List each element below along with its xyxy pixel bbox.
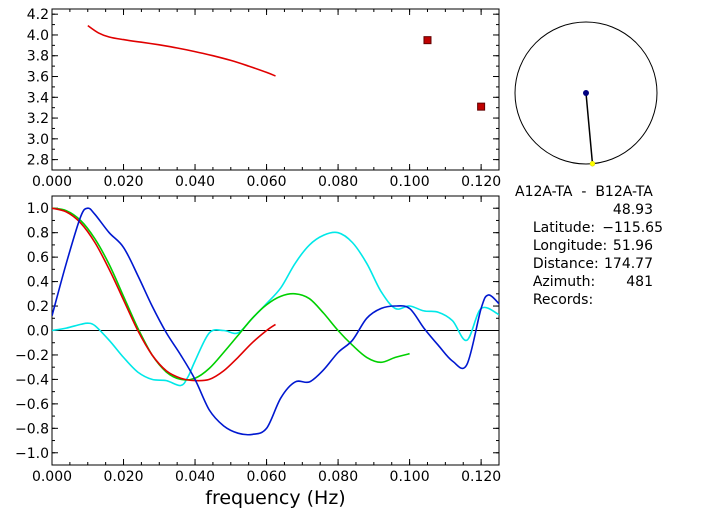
- x-tick-label: 0.020: [103, 469, 143, 485]
- azimuth-row: Azimuth: 174.77: [515, 255, 695, 290]
- x-tick-label: 0.100: [390, 174, 430, 190]
- azimuth-edge-marker: [589, 160, 596, 167]
- longitude-label: Longitude:: [532, 238, 608, 254]
- dispersion-curve-series-line: [87, 24, 276, 77]
- distance-label: Distance:: [532, 256, 599, 272]
- x-tick-label: 0.120: [461, 469, 501, 485]
- y-tick-label: 1.0: [27, 201, 49, 217]
- x-tick-label: 0.080: [318, 174, 358, 190]
- x-tick-label: 0.080: [318, 469, 358, 485]
- y-tick-label: 3.6: [27, 70, 49, 86]
- x-tick-label: 0.040: [175, 174, 215, 190]
- distance-value: 51.96: [612, 238, 653, 254]
- station-pair-title: A12A-TA - B12A-TA: [515, 184, 653, 200]
- y-tick-label: 0.4: [27, 275, 49, 291]
- y-tick-label: 3.4: [27, 90, 49, 106]
- y-tick-label: −0.6: [15, 397, 49, 413]
- y-tick-label: −0.8: [15, 421, 49, 437]
- y-tick-label: 0.6: [27, 250, 49, 266]
- bottom-panel: 0.000 0.020 0.040 0.060 0.080 0.100 0.120 −1.0 −…: [15, 195, 501, 509]
- top-panel-frame: [51, 8, 500, 171]
- x-tick-label: 0.120: [461, 174, 501, 190]
- x-tick-label: 0.060: [247, 174, 287, 190]
- station-info-panel: A12A-TA - B12A-TA Latitude: 48.93 Longit…: [515, 183, 695, 308]
- y-tick-label: 3.0: [27, 132, 49, 148]
- records-value: 481: [626, 274, 653, 290]
- azimuth-map: [514, 21, 658, 167]
- x-tick-label: 0.060: [247, 469, 287, 485]
- y-tick-label: 0.0: [27, 324, 49, 340]
- azimuth-line: [585, 92, 594, 164]
- y-tick-label: 4.0: [27, 28, 49, 44]
- blue-series-line: [52, 207, 499, 436]
- y-tick-label: −0.2: [15, 348, 49, 364]
- longitude-value: −115.65: [602, 220, 663, 236]
- azimuth-circle: [514, 21, 658, 165]
- top-panel: 0.000 0.020 0.040 0.060 0.080 0.100 0.120 2.8 3.…: [27, 7, 501, 190]
- latitude-value: 48.93: [612, 202, 653, 218]
- y-tick-label: −1.0: [15, 446, 49, 462]
- records-row: Records: 481: [515, 273, 695, 308]
- latitude-label: Latitude:: [532, 220, 596, 236]
- azimuth-value: 174.77: [604, 256, 653, 272]
- station-center-marker: [583, 90, 589, 96]
- x-tick-label: 0.100: [390, 469, 430, 485]
- x-tick-label: 0.040: [175, 469, 215, 485]
- x-tick-label: 0.000: [32, 469, 72, 485]
- x-tick-label: 0.020: [103, 174, 143, 190]
- red-series-line: [52, 207, 276, 382]
- longitude-row: Longitude: −115.65: [515, 219, 695, 254]
- records-label: Records:: [532, 292, 594, 308]
- y-tick-label: 3.8: [27, 49, 49, 65]
- x-axis-title: frequency (Hz): [205, 487, 345, 509]
- y-tick-label: 2.8: [27, 153, 49, 169]
- marked-points-marker: [477, 102, 486, 111]
- marked-points-marker: [423, 36, 432, 45]
- green-series-line: [52, 207, 410, 381]
- y-tick-label: 0.8: [27, 226, 49, 242]
- azimuth-label: Azimuth:: [532, 274, 596, 290]
- latitude-row: Latitude: 48.93: [515, 201, 695, 236]
- x-tick-label: 0.000: [32, 174, 72, 190]
- y-tick-label: −0.4: [15, 372, 49, 388]
- y-tick-label: 4.2: [27, 7, 49, 23]
- y-tick-label: 0.2: [27, 299, 49, 315]
- distance-row: Distance: 51.96: [515, 237, 695, 272]
- y-tick-label: 3.2: [27, 111, 49, 127]
- cyan-series-line: [52, 231, 499, 387]
